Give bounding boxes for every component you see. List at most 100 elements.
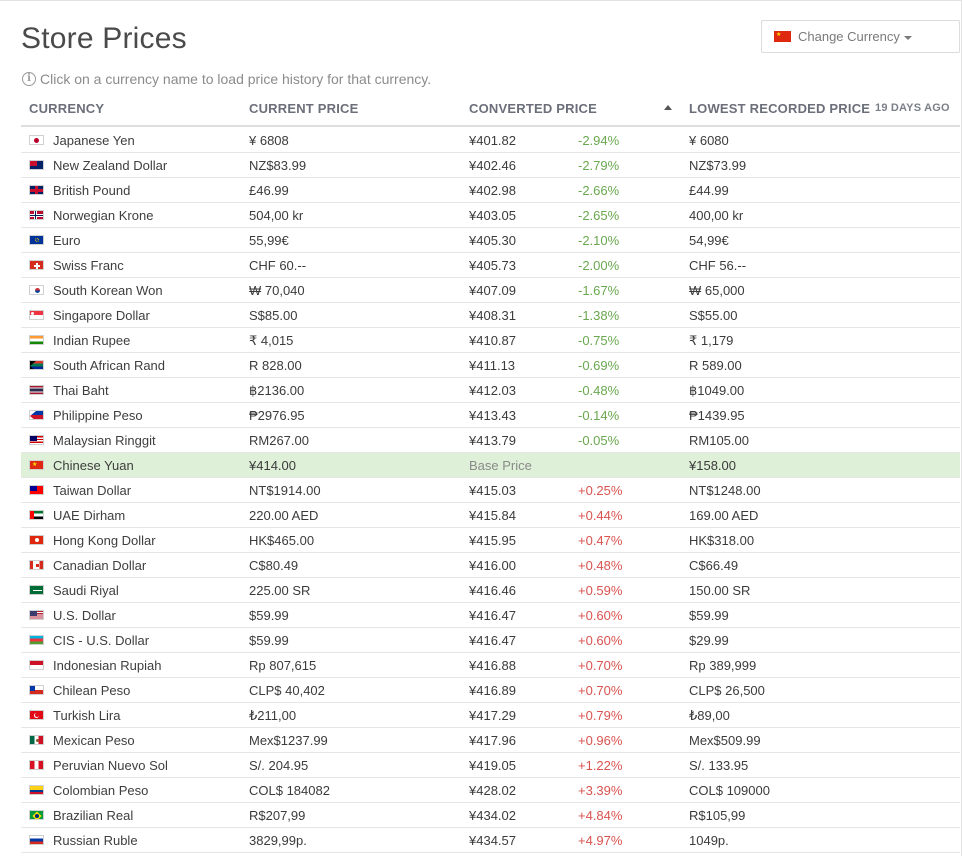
current-price: CLP$ 40,402 — [249, 683, 325, 698]
info-icon: i — [22, 72, 36, 86]
currency-name-link[interactable]: Mexican Peso — [53, 733, 135, 748]
gb-flag-icon — [29, 185, 44, 195]
current-price: RM267.00 — [249, 433, 309, 448]
currency-name-link[interactable]: Colombian Peso — [53, 783, 149, 798]
percent-change: +0.96% — [578, 733, 623, 748]
converted-price: ¥410.87 — [469, 333, 516, 348]
currency-name-link[interactable]: Malaysian Ringgit — [53, 433, 156, 448]
currency-name-link[interactable]: Swiss Franc — [53, 258, 124, 273]
table-header: CURRENCY CURRENT PRICE CONVERTED PRICE L… — [21, 94, 960, 127]
tr-flag-icon — [29, 710, 44, 720]
converted-price: ¥408.31 — [469, 308, 516, 323]
nz-flag-icon — [29, 160, 44, 170]
percent-change: +0.47% — [578, 533, 623, 548]
header-current-price[interactable]: CURRENT PRICE — [249, 101, 359, 116]
table-row: Singapore Dollar S$85.00 ¥408.31 -1.38% S$55… — [21, 303, 960, 328]
ca-flag-icon — [29, 560, 44, 570]
change-currency-button[interactable]: ★ Change Currency — [761, 20, 960, 53]
lowest-recorded-price: HK$318.00 — [689, 533, 755, 548]
currency-name-link[interactable]: South African Rand — [53, 358, 166, 373]
table-row: Indian Rupee ₹ 4,015 ¥410.87 -0.75% ₹ 1,179 — [21, 328, 960, 353]
currency-name-link[interactable]: Philippine Peso — [53, 408, 143, 423]
currency-name-link[interactable]: Turkish Lira — [53, 708, 121, 723]
currency-name-link[interactable]: South Korean Won — [53, 283, 163, 298]
current-price: ฿2136.00 — [249, 383, 305, 398]
currency-name-link[interactable]: U.S. Dollar — [53, 608, 116, 623]
lowest-recorded-price: S/. 133.95 — [689, 758, 749, 773]
sort-ascending-icon[interactable] — [664, 105, 672, 110]
currency-name-link[interactable]: Brazilian Real — [53, 808, 134, 823]
currency-name-link[interactable]: Hong Kong Dollar — [53, 533, 156, 548]
table-row: ★ Chinese Yuan ¥414.00 Base Price ¥158.00 — [21, 453, 960, 478]
currency-name-link[interactable]: Euro — [53, 233, 81, 248]
currency-name-link[interactable]: New Zealand Dollar — [53, 158, 168, 173]
lowest-recorded-price: 1049p. — [689, 833, 729, 848]
currency-name-link[interactable]: Indian Rupee — [53, 333, 131, 348]
currency-name-link[interactable]: Japanese Yen — [53, 133, 135, 148]
lowest-recorded-price: $59.99 — [689, 608, 729, 623]
percent-change: +0.60% — [578, 608, 623, 623]
header-currency[interactable]: CURRENCY — [29, 101, 105, 116]
currency-name-link[interactable]: Saudi Riyal — [53, 583, 119, 598]
currency-name-link[interactable]: Peruvian Nuevo Sol — [53, 758, 168, 773]
current-price: CHF 60.-- — [249, 258, 307, 273]
kr-flag-icon — [29, 285, 44, 295]
ae-flag-icon — [29, 510, 44, 520]
table-row: British Pound £46.99 ¥402.98 -2.66% £44.99 — [21, 178, 960, 203]
lowest-recorded-price: ¥ 6080 — [689, 133, 729, 148]
currency-name-link[interactable]: Taiwan Dollar — [53, 483, 132, 498]
table-row: Brazilian Real R$207,99 ¥434.02 +4.84% R$105… — [21, 803, 960, 828]
current-price: 504,00 kr — [249, 208, 304, 223]
co-flag-icon — [29, 785, 44, 795]
currency-name-link[interactable]: Chilean Peso — [53, 683, 131, 698]
table-row: South Korean Won ₩ 70,040 ¥407.09 -1.67% ₩ 6… — [21, 278, 960, 303]
currency-name-link[interactable]: Chinese Yuan — [53, 458, 134, 473]
currency-name-link[interactable]: Canadian Dollar — [53, 558, 147, 573]
currency-name-link[interactable]: CIS - U.S. Dollar — [53, 633, 150, 648]
lowest-recorded-price: R 589.00 — [689, 358, 742, 373]
lowest-recorded-price: COL$ 109000 — [689, 783, 770, 798]
lowest-recorded-price: R$105,99 — [689, 808, 746, 823]
table-row: Japanese Yen ¥ 6808 ¥401.82 -2.94% ¥ 6080 — [21, 128, 960, 153]
my-flag-icon — [29, 435, 44, 445]
currency-name-link[interactable]: Thai Baht — [53, 383, 109, 398]
currency-name-link[interactable]: Singapore Dollar — [53, 308, 150, 323]
change-currency-label: Change Currency — [798, 29, 900, 44]
current-price: Rp 807,615 — [249, 658, 317, 673]
lowest-recorded-price: £44.99 — [689, 183, 729, 198]
header-converted-price[interactable]: CONVERTED PRICE — [469, 101, 597, 116]
currency-name-link[interactable]: Norwegian Krone — [53, 208, 154, 223]
converted-price: ¥405.30 — [469, 233, 516, 248]
lowest-recorded-price: C$66.49 — [689, 558, 739, 573]
current-price: Mex$1237.99 — [249, 733, 328, 748]
percent-change: -2.65% — [578, 208, 620, 223]
currency-name-link[interactable]: British Pound — [53, 183, 131, 198]
current-price: S/. 204.95 — [249, 758, 309, 773]
ch-flag-icon — [29, 260, 44, 270]
table-row: Peruvian Nuevo Sol S/. 204.95 ¥419.05 +1.22… — [21, 753, 960, 778]
current-price: C$80.49 — [249, 558, 299, 573]
converted-price: ¥416.47 — [469, 608, 516, 623]
lowest-recorded-price: RM105.00 — [689, 433, 749, 448]
hint-text-container: i Click on a currency name to load price… — [22, 71, 431, 87]
chevron-down-icon — [903, 35, 912, 40]
pe-flag-icon — [29, 760, 44, 770]
currency-name-link[interactable]: Russian Ruble — [53, 833, 138, 848]
current-price: 55,99€ — [249, 233, 289, 248]
table-row: Colombian Peso COL$ 184082 ¥428.02 +3.39% CO… — [21, 778, 960, 803]
currency-name-link[interactable]: UAE Dirham — [53, 508, 126, 523]
table-row: Chilean Peso CLP$ 40,402 ¥416.89 +0.70% CLP$… — [21, 678, 960, 703]
converted-price: ¥416.89 — [469, 683, 516, 698]
percent-change: -2.10% — [578, 233, 620, 248]
table-row: UAE Dirham 220.00 AED ¥415.84 +0.44% 169.00 … — [21, 503, 960, 528]
page-title: Store Prices — [21, 22, 187, 55]
currency-name-link[interactable]: Indonesian Rupiah — [53, 658, 162, 673]
in-flag-icon — [29, 335, 44, 345]
header-lowest-recorded[interactable]: LOWEST RECORDED PRICE — [689, 101, 871, 116]
table-row: Hong Kong Dollar HK$465.00 ¥415.95 +0.47% HK… — [21, 528, 960, 553]
percent-change: +0.44% — [578, 508, 623, 523]
table-row: U.S. Dollar $59.99 ¥416.47 +0.60% $59.99 — [21, 603, 960, 628]
percent-change: +4.84% — [578, 808, 623, 823]
za-flag-icon — [29, 360, 44, 370]
lowest-recorded-price: 150.00 SR — [689, 583, 751, 598]
